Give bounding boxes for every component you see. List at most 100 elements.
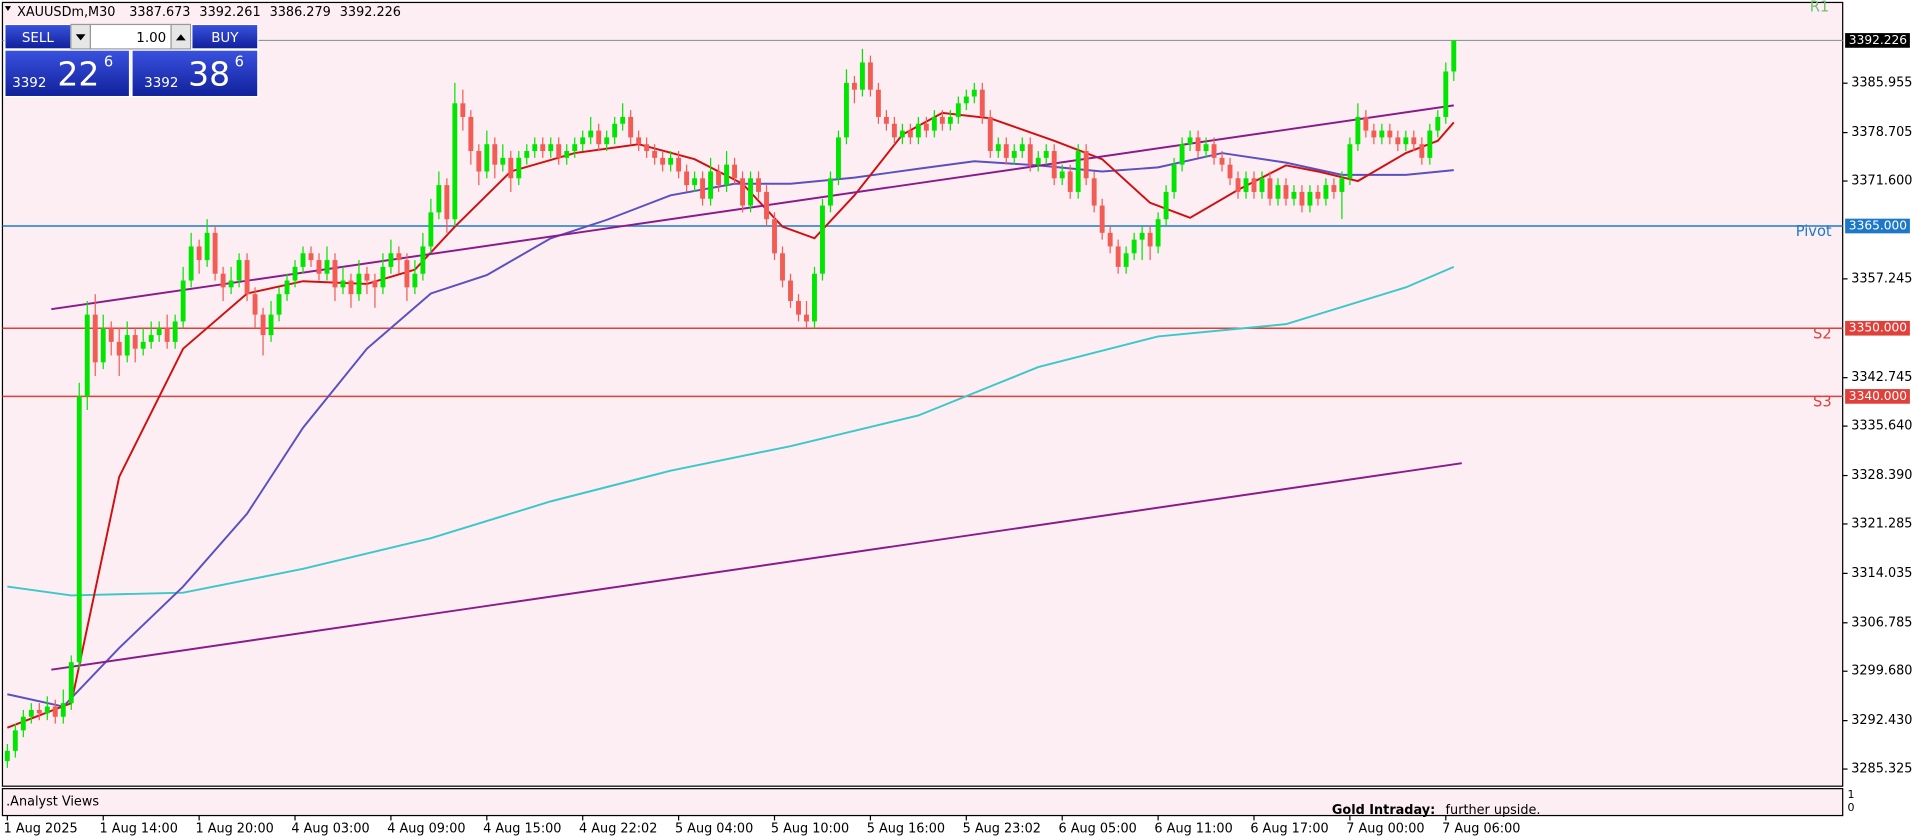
- x-tick-label: 5 Aug 04:00: [675, 821, 753, 836]
- candle-body: [1387, 130, 1393, 138]
- candle-body: [116, 341, 122, 356]
- lot-input[interactable]: [89, 23, 172, 50]
- candle-body: [404, 260, 410, 288]
- candle-body: [883, 116, 889, 124]
- buy-button[interactable]: [191, 23, 259, 50]
- x-tick-label: 6 Aug 17:00: [1250, 821, 1328, 836]
- candle-body: [979, 89, 985, 117]
- x-tick-label: 1 Aug 20:00: [195, 821, 273, 836]
- candle-body: [1011, 151, 1017, 158]
- candle-body: [1427, 130, 1433, 158]
- candle-body: [532, 144, 538, 152]
- buy-price-box[interactable]: [131, 49, 259, 98]
- candle-body: [1075, 151, 1081, 192]
- candle-body: [172, 321, 178, 342]
- candle-body: [1179, 144, 1185, 165]
- candle-body: [332, 260, 338, 288]
- candle-body: [420, 246, 426, 274]
- candle-body: [300, 253, 306, 267]
- lot-value: 1.00: [136, 31, 166, 46]
- candle-body: [148, 335, 154, 342]
- candle-body: [676, 157, 682, 172]
- candle-body: [1203, 144, 1209, 152]
- candle-body: [324, 260, 330, 274]
- x-tick-label: 5 Aug 23:02: [963, 821, 1041, 836]
- candle-body: [140, 341, 146, 349]
- candle-body: [1267, 178, 1273, 199]
- level-name: Pivot: [1796, 223, 1832, 240]
- note-text: further upside.: [1446, 803, 1541, 818]
- candle-body: [1227, 164, 1233, 179]
- candle-body: [1363, 116, 1369, 131]
- candle-body: [1315, 191, 1321, 199]
- candle-body: [963, 96, 969, 104]
- candle-body: [1115, 246, 1121, 267]
- candle-body: [1259, 178, 1265, 192]
- level-name: S2: [1813, 325, 1832, 342]
- candle-body: [316, 260, 322, 274]
- sell-price-box[interactable]: [4, 49, 131, 98]
- candle-body: [907, 130, 913, 138]
- candle-body: [596, 130, 602, 145]
- candle-body: [971, 89, 977, 97]
- candle-body: [772, 219, 777, 254]
- candle-body: [620, 116, 626, 124]
- candle-body: [100, 328, 106, 363]
- candle-body: [28, 709, 34, 717]
- candle-body: [923, 123, 929, 131]
- candle-body: [84, 314, 90, 397]
- buy-label: BUY: [211, 31, 239, 46]
- candle-body: [1123, 253, 1129, 267]
- candle-body: [1403, 137, 1409, 145]
- candle-body: [708, 171, 714, 199]
- y-tick-label: 3342.745: [1851, 370, 1912, 385]
- sell-price-big: 3392: [12, 76, 46, 91]
- candle-body: [891, 123, 897, 138]
- candle-body: [1131, 239, 1137, 254]
- candle-body: [836, 137, 841, 179]
- candle-body: [1051, 151, 1057, 179]
- candle-body: [612, 123, 618, 138]
- candle-body: [244, 260, 250, 295]
- subwindow: [1, 788, 1844, 817]
- candle-body: [788, 280, 793, 301]
- price-tag: [1845, 33, 1910, 48]
- candle-body: [388, 253, 394, 267]
- x-tick-label: 1 Aug 2025: [4, 821, 78, 836]
- candle-body: [444, 185, 450, 220]
- sell-label[interactable]: SELL: [22, 31, 54, 46]
- candle-body: [756, 178, 761, 192]
- candle-body: [843, 82, 849, 138]
- candle-body: [796, 300, 801, 315]
- candle-body: [12, 730, 18, 751]
- candle-body: [548, 144, 554, 152]
- candle-body: [60, 703, 66, 717]
- y-tick-label: 3371.600: [1851, 174, 1912, 189]
- level-tag-label: 3365.000: [1849, 219, 1907, 233]
- candle-body: [44, 706, 50, 714]
- candle-body: [1347, 144, 1353, 179]
- candle-body: [580, 137, 586, 145]
- candle-body: [428, 212, 434, 247]
- candle-layer: [4, 40, 1457, 768]
- candle-body: [1027, 144, 1033, 165]
- x-tick-label: 4 Aug 15:00: [483, 821, 561, 836]
- candle-body: [572, 144, 578, 152]
- candle-body: [1059, 171, 1065, 179]
- candle-body: [1147, 232, 1153, 247]
- x-tick-label: 4 Aug 22:02: [579, 821, 657, 836]
- buy-price-big: 3392: [144, 76, 178, 91]
- x-tick-label: 1 Aug 14:00: [100, 821, 178, 836]
- x-tick-label: 4 Aug 03:00: [291, 821, 369, 836]
- candle-body: [284, 280, 290, 295]
- candle-body: [644, 144, 650, 152]
- candle-body: [636, 137, 642, 145]
- candle-body: [1411, 137, 1417, 145]
- candle-body: [1435, 116, 1441, 131]
- candle-body: [1419, 144, 1425, 158]
- overlay-line: [51, 462, 1462, 671]
- candle-body: [1035, 157, 1041, 165]
- candle-body: [516, 157, 522, 179]
- y-tick-label: 3378.705: [1851, 125, 1912, 140]
- candle-body: [356, 273, 362, 295]
